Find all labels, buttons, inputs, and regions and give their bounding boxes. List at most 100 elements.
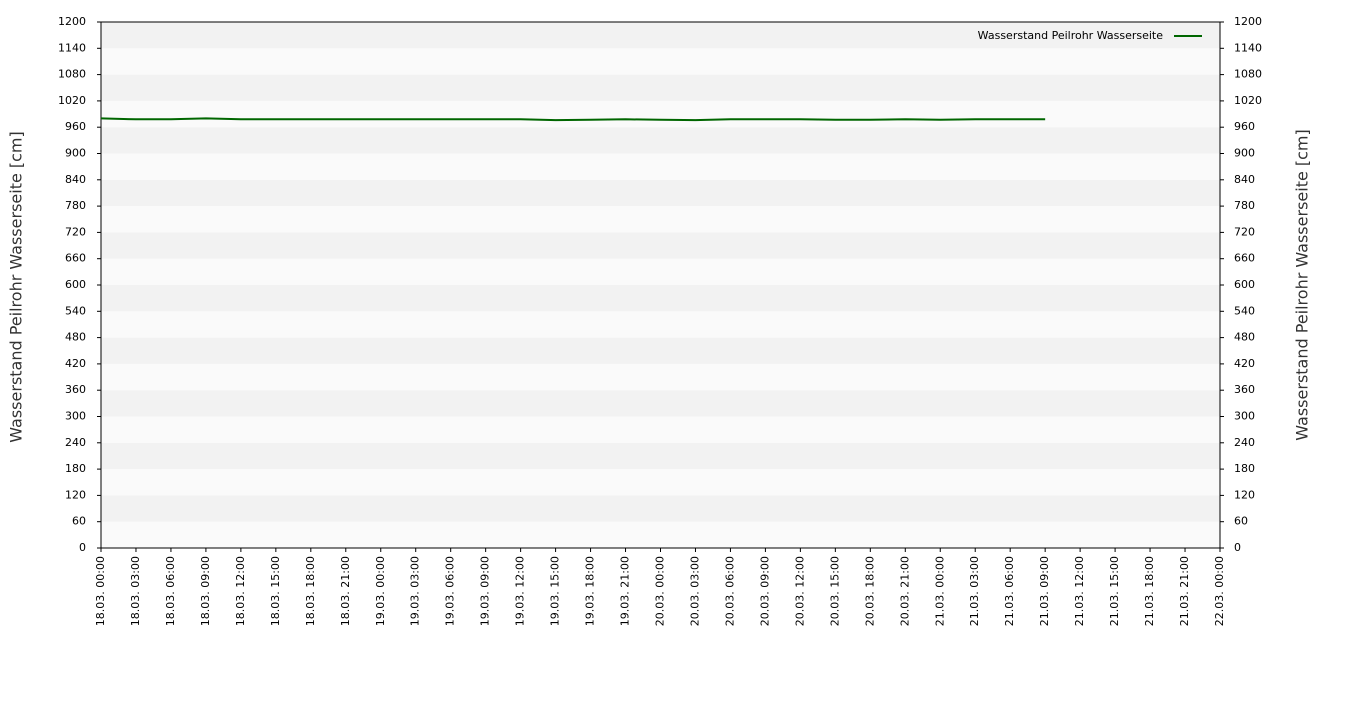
y-tick-label: 300: [65, 410, 86, 423]
y2-tick-label: 1140: [1234, 41, 1262, 54]
y-axis-title: Wasserstand Peilrohr Wasserseite [cm]: [7, 131, 26, 443]
y2-tick-label: 540: [1234, 304, 1255, 317]
data-line: [100, 117, 1046, 122]
y-tick-label: 540: [65, 304, 86, 317]
x-tick-label: 21.03. 06:00: [1003, 556, 1016, 626]
grid-band: [101, 153, 1220, 180]
x-tick-label: 18.03. 15:00: [269, 556, 282, 626]
y2-tick-label: 240: [1234, 436, 1255, 449]
y-tick-label: 180: [65, 462, 86, 475]
y-tick-label: 360: [65, 383, 86, 396]
y2-tick-label: 120: [1234, 488, 1255, 501]
x-tick-label: 19.03. 18:00: [584, 556, 597, 626]
x-tick-label: 21.03. 00:00: [933, 556, 946, 626]
x-tick-label: 19.03. 15:00: [549, 556, 562, 626]
y2-tick-label: 1200: [1234, 15, 1262, 28]
x-tick-label: 19.03. 03:00: [409, 556, 422, 626]
x-tick-label: 20.03. 03:00: [688, 556, 701, 626]
x-tick-label: 18.03. 00:00: [94, 556, 107, 626]
grid-band: [101, 179, 1220, 207]
y-tick-label: 1140: [58, 41, 86, 54]
grid-band: [101, 469, 1220, 496]
y-tick-label: 420: [65, 357, 86, 370]
y2-tick-label: 660: [1234, 252, 1255, 265]
x-tick-label: 18.03. 06:00: [164, 556, 177, 626]
x-tick-label: 18.03. 21:00: [339, 556, 352, 626]
y2-tick-label: 480: [1234, 331, 1255, 344]
grid-band: [101, 127, 1220, 154]
grid-band: [101, 100, 1220, 128]
x-tick-label: 18.03. 18:00: [304, 556, 317, 626]
y2-tick-label: 720: [1234, 225, 1255, 238]
x-tick-label: 21.03. 21:00: [1178, 556, 1191, 626]
y-tick-label: 0: [79, 541, 86, 554]
x-tick-label: 19.03. 06:00: [444, 556, 457, 626]
y2-tick-label: 900: [1234, 147, 1255, 160]
x-tick-label: 20.03. 15:00: [828, 556, 841, 626]
y2-tick-label: 0: [1234, 541, 1241, 554]
grid-band: [101, 258, 1220, 285]
y2-tick-label: 60: [1234, 515, 1248, 528]
y-tick-label: 1020: [58, 94, 86, 107]
y2-tick-label: 1080: [1234, 68, 1262, 81]
y2-tick-label: 600: [1234, 278, 1255, 291]
grid-band: [101, 337, 1220, 364]
grid-band: [101, 416, 1220, 443]
y2-tick-label: 180: [1234, 462, 1255, 475]
grid-band: [101, 285, 1220, 312]
grid-band: [101, 363, 1220, 391]
y-tick-label: 780: [65, 199, 86, 212]
x-tick-label: 19.03. 21:00: [619, 556, 632, 626]
grid-band: [101, 442, 1220, 470]
grid-band: [101, 495, 1220, 522]
y-tick-label: 480: [65, 331, 86, 344]
grid-band: [101, 232, 1220, 259]
y2-tick-label: 960: [1234, 120, 1255, 133]
y-tick-label: 960: [65, 120, 86, 133]
y-tick-label: 60: [72, 515, 86, 528]
y-tick-label: 900: [65, 147, 86, 160]
y-tick-label: 840: [65, 173, 86, 186]
y2-tick-label: 840: [1234, 173, 1255, 186]
y-tick-label: 1080: [58, 68, 86, 81]
grid-band: [101, 74, 1220, 101]
x-tick-label: 20.03. 21:00: [898, 556, 911, 626]
y2-tick-label: 300: [1234, 410, 1255, 423]
y2-tick-label: 360: [1234, 383, 1255, 396]
grid-band: [101, 390, 1220, 417]
x-tick-label: 21.03. 12:00: [1073, 556, 1086, 626]
x-tick-label: 21.03. 03:00: [968, 556, 981, 626]
y-tick-label: 240: [65, 436, 86, 449]
y2-axis-title: Wasserstand Peilrohr Wasserseite [cm]: [1293, 129, 1312, 441]
x-tick-label: 20.03. 00:00: [654, 556, 667, 626]
y-tick-label: 660: [65, 252, 86, 265]
grid-band: [101, 22, 1220, 49]
grid-band: [101, 206, 1220, 233]
grid-band: [101, 48, 1220, 75]
x-tick-label: 18.03. 03:00: [129, 556, 142, 626]
x-tick-label: 22.03. 00:00: [1213, 556, 1226, 626]
x-tick-label: 20.03. 06:00: [723, 556, 736, 626]
grid-band: [101, 311, 1220, 338]
x-tick-label: 21.03. 15:00: [1108, 556, 1121, 626]
x-tick-label: 21.03. 09:00: [1038, 556, 1051, 626]
legend-label: Wasserstand Peilrohr Wasserseite: [978, 29, 1164, 42]
x-tick-label: 19.03. 00:00: [374, 556, 387, 626]
x-tick-label: 19.03. 09:00: [479, 556, 492, 626]
y-tick-label: 120: [65, 488, 86, 501]
y-tick-label: 1200: [58, 15, 86, 28]
y-tick-label: 720: [65, 225, 86, 238]
x-tick-label: 20.03. 12:00: [793, 556, 806, 626]
x-tick-label: 18.03. 12:00: [234, 556, 247, 626]
y-tick-label: 600: [65, 278, 86, 291]
y2-tick-label: 1020: [1234, 94, 1262, 107]
x-tick-label: 19.03. 12:00: [514, 556, 527, 626]
x-tick-label: 20.03. 09:00: [758, 556, 771, 626]
y2-tick-label: 420: [1234, 357, 1255, 370]
y2-tick-label: 780: [1234, 199, 1255, 212]
grid-band: [101, 521, 1220, 548]
x-tick-label: 20.03. 18:00: [863, 556, 876, 626]
x-tick-label: 21.03. 18:00: [1143, 556, 1156, 626]
x-tick-label: 18.03. 09:00: [199, 556, 212, 626]
